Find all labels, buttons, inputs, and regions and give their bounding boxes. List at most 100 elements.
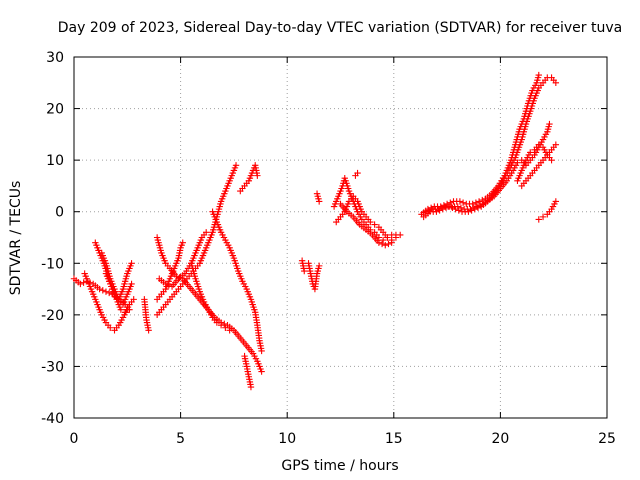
series-arc-14 bbox=[241, 352, 255, 391]
data-point bbox=[367, 218, 374, 226]
data-point bbox=[202, 229, 210, 236]
y-tick-label: -30 bbox=[41, 359, 64, 375]
data-point bbox=[447, 199, 454, 206]
data-point bbox=[474, 204, 482, 212]
tick-layer: 0 5 10 15 20 25 -40 -30 -20 -10 0 10 20 30 bbox=[41, 50, 616, 447]
data-point bbox=[315, 262, 323, 270]
data-point bbox=[475, 198, 483, 205]
data-point bbox=[96, 285, 103, 293]
y-tick-label: 0 bbox=[55, 205, 64, 221]
data-point bbox=[535, 141, 542, 148]
data-point bbox=[258, 347, 265, 355]
series-arc-22 bbox=[418, 71, 542, 218]
data-point bbox=[392, 234, 400, 241]
data-point bbox=[222, 324, 229, 331]
series-arc-16 bbox=[305, 260, 323, 293]
data-point bbox=[258, 368, 265, 375]
data-point bbox=[176, 274, 183, 281]
y-tick-label: -40 bbox=[41, 411, 64, 427]
plot-frame bbox=[73, 56, 608, 419]
x-axis-label: GPS time / hours bbox=[281, 458, 398, 474]
data-point bbox=[449, 204, 456, 212]
data-point bbox=[371, 221, 378, 228]
data-point bbox=[130, 296, 137, 303]
data-point bbox=[535, 71, 542, 79]
data-point bbox=[128, 260, 135, 267]
data-point bbox=[179, 239, 186, 246]
data-point bbox=[102, 288, 110, 295]
data-point bbox=[379, 236, 387, 244]
data-point bbox=[546, 120, 553, 128]
series-arc-12 bbox=[209, 208, 265, 355]
x-tick-label: 25 bbox=[598, 431, 616, 447]
data-point bbox=[315, 198, 323, 205]
x-tick-label: 10 bbox=[278, 431, 296, 447]
data-point bbox=[469, 200, 476, 208]
data-point bbox=[107, 324, 114, 331]
data-point bbox=[439, 205, 447, 213]
data-point bbox=[80, 279, 87, 286]
data-point bbox=[375, 239, 383, 246]
data-point bbox=[99, 287, 106, 294]
data-point bbox=[384, 234, 391, 241]
y-axis-label: SDTVAR / TECUs bbox=[8, 181, 24, 296]
data-point bbox=[472, 199, 480, 206]
y-tick-label: 10 bbox=[46, 153, 64, 169]
data-point bbox=[539, 213, 547, 221]
y-tick-label: 20 bbox=[46, 102, 64, 118]
data-point bbox=[226, 327, 233, 334]
data-point bbox=[354, 169, 361, 177]
data-point bbox=[552, 79, 560, 86]
data-point bbox=[471, 205, 479, 213]
data-point bbox=[382, 242, 389, 249]
data-points bbox=[70, 71, 560, 391]
data-point bbox=[548, 156, 555, 164]
data-point bbox=[145, 327, 152, 334]
data-point bbox=[465, 208, 472, 215]
series-arc-21 bbox=[352, 169, 361, 179]
y-tick-label: -10 bbox=[41, 256, 64, 272]
data-point bbox=[217, 321, 225, 329]
series-arc-19 bbox=[333, 193, 400, 244]
data-point bbox=[425, 207, 433, 214]
x-tick-label: 15 bbox=[385, 431, 403, 447]
data-point bbox=[254, 172, 261, 179]
series-arc-5 bbox=[102, 260, 135, 303]
series-arc-13 bbox=[237, 162, 261, 195]
data-point bbox=[105, 289, 113, 297]
data-point bbox=[535, 216, 542, 223]
series-arc-10 bbox=[153, 234, 265, 375]
data-point bbox=[388, 239, 395, 246]
data-point bbox=[117, 306, 125, 313]
data-point bbox=[442, 204, 450, 212]
series-arc-17 bbox=[313, 190, 323, 205]
data-point bbox=[552, 198, 560, 205]
series-arc-26 bbox=[514, 141, 555, 184]
data-point bbox=[433, 208, 440, 215]
y-tick-label: 30 bbox=[46, 50, 64, 66]
data-point bbox=[378, 240, 386, 248]
data-point bbox=[77, 280, 84, 288]
series-arc-6 bbox=[141, 296, 152, 334]
series-arc-15 bbox=[298, 257, 308, 275]
x-tick-label: 0 bbox=[70, 431, 79, 447]
data-point bbox=[459, 199, 467, 206]
series-arc-20 bbox=[337, 200, 395, 249]
data-point bbox=[385, 240, 392, 248]
data-point bbox=[247, 383, 255, 391]
data-point bbox=[436, 207, 443, 214]
data-point bbox=[446, 203, 453, 210]
data-point bbox=[552, 141, 560, 148]
data-point bbox=[468, 207, 475, 214]
data-point bbox=[221, 320, 228, 328]
data-point bbox=[165, 282, 173, 289]
data-point bbox=[162, 280, 169, 288]
data-point bbox=[173, 272, 180, 280]
series-arc-11 bbox=[188, 260, 233, 334]
x-tick-label: 20 bbox=[491, 431, 509, 447]
series-arc-27 bbox=[535, 198, 560, 223]
data-point bbox=[455, 207, 463, 214]
data-point bbox=[514, 159, 521, 166]
x-tick-label: 5 bbox=[176, 431, 185, 447]
